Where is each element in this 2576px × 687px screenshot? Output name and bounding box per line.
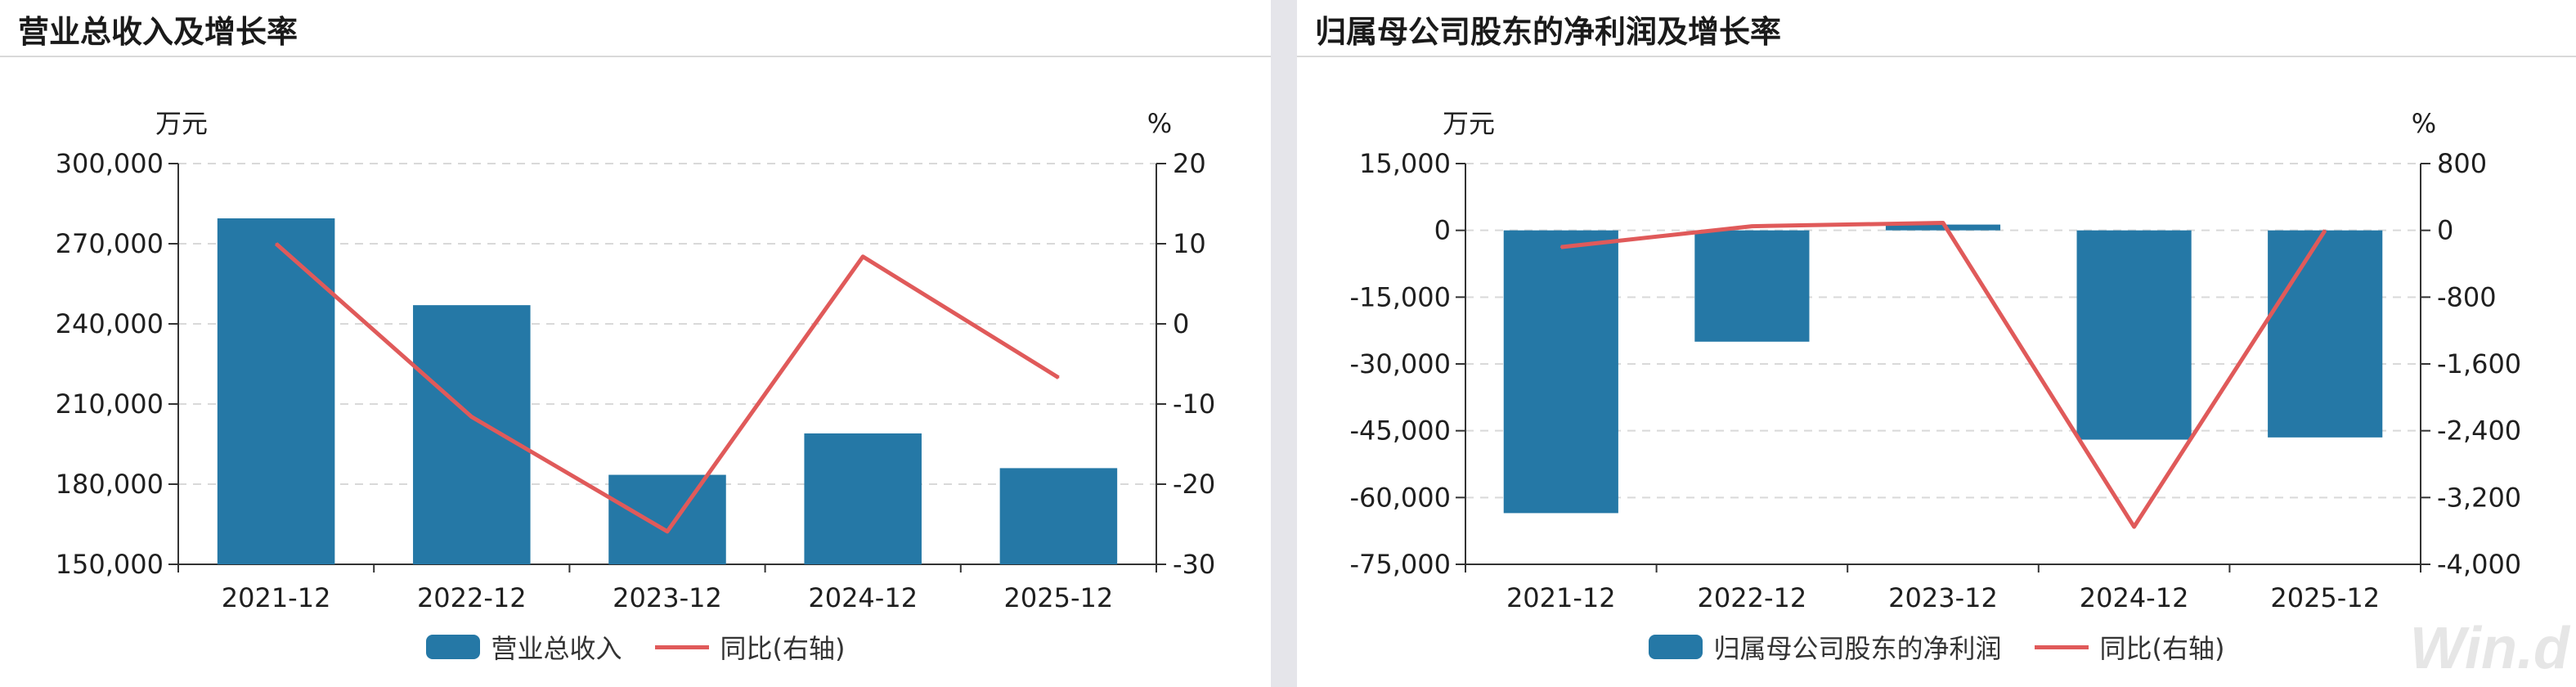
right-tick-label: 20 xyxy=(1173,148,1206,179)
legend-line-label: 同比(右轴) xyxy=(720,633,846,664)
yoy-point-2022-12 xyxy=(1751,225,1753,227)
title-divider xyxy=(1297,56,2576,57)
legend-bar-label: 营业总收入 xyxy=(491,633,622,664)
legend-bar-label: 归属母公司股东的净利润 xyxy=(1713,633,2002,664)
right-tick-label: 10 xyxy=(1173,228,1206,259)
x-tick-label: 2024-12 xyxy=(2080,582,2189,613)
chart-title: 营业总收入及增长率 xyxy=(18,14,298,50)
legend-item-line[interactable]: 同比(右轴) xyxy=(654,628,846,666)
x-tick-label: 2023-12 xyxy=(1888,582,1998,613)
x-tick-label: 2022-12 xyxy=(1698,582,1807,613)
line-swatch-icon xyxy=(654,644,709,649)
x-tick-label: 2025-12 xyxy=(2270,582,2380,613)
net-profit-chart-plot: 万元 % -75,000 -60,000 -45,000 -30,000 -15,000… xyxy=(1349,108,2521,613)
bar-2025-12 xyxy=(2268,230,2383,438)
legend-item-bar[interactable]: 归属母公司股东的净利润 xyxy=(1648,628,2002,666)
bar-2022-12 xyxy=(1694,230,1810,342)
panel-divider xyxy=(1271,0,1297,687)
right-tick-label: 0 xyxy=(1173,308,1189,339)
right-tick-label: -3,200 xyxy=(2437,482,2521,513)
left-tick-label: 150,000 xyxy=(56,549,164,580)
revenue-chart-plot: 万元 % 150,000 180,000 210,000 240,000 270,000… xyxy=(56,108,1216,613)
bar-2023-12 xyxy=(608,474,726,564)
left-tick-label: 210,000 xyxy=(56,388,164,420)
line-swatch-icon xyxy=(2034,644,2089,649)
net-profit-chart-panel: 归属母公司股东的净利润及增长率 万元 % -75,000 -60,000 -45,0… xyxy=(1297,0,2576,687)
legend-item-line[interactable]: 同比(右轴) xyxy=(2034,628,2225,666)
left-axis-unit: 万元 xyxy=(1443,108,1495,139)
x-tick-label: 2022-12 xyxy=(417,582,527,613)
chart-legend: 归属母公司股东的净利润 同比(右轴) xyxy=(1297,628,2576,666)
chart-title: 归属母公司股东的净利润及增长率 xyxy=(1315,14,1782,50)
right-tick-label: -800 xyxy=(2437,281,2497,312)
left-tick-label: 240,000 xyxy=(56,308,164,339)
x-tick-label: 2024-12 xyxy=(808,582,918,613)
yoy-point-2024-12 xyxy=(862,255,864,258)
bar-2022-12 xyxy=(413,305,531,564)
right-tick-label: -30 xyxy=(1173,549,1215,580)
yoy-point-2023-12 xyxy=(1942,222,1944,224)
legend-item-bar[interactable]: 营业总收入 xyxy=(425,628,622,666)
bar-2021-12 xyxy=(1503,230,1618,514)
right-tick-label: 0 xyxy=(2437,215,2453,246)
x-tick-label: 2023-12 xyxy=(613,582,722,613)
left-tick-label: -15,000 xyxy=(1349,281,1451,312)
legend-line-label: 同比(右轴) xyxy=(2099,633,2225,664)
right-tick-label: -1,600 xyxy=(2437,348,2521,379)
left-tick-label: -60,000 xyxy=(1349,482,1451,513)
right-tick-label: -20 xyxy=(1173,469,1215,500)
bar-swatch-icon xyxy=(1648,635,1703,659)
x-tick-label: 2021-12 xyxy=(1506,582,1616,613)
bar-2024-12 xyxy=(804,433,922,564)
left-tick-label: -30,000 xyxy=(1349,348,1451,379)
chart-legend: 营业总收入 同比(右轴) xyxy=(0,628,1271,666)
right-axis-unit: % xyxy=(1147,108,1172,139)
left-axis-unit: 万元 xyxy=(155,108,208,139)
left-tick-label: 300,000 xyxy=(56,148,164,179)
yoy-point-2025-12 xyxy=(1057,376,1060,379)
left-tick-label: -45,000 xyxy=(1349,415,1451,447)
bar-2024-12 xyxy=(2076,230,2192,440)
right-tick-label: 800 xyxy=(2437,148,2487,179)
left-tick-label: 180,000 xyxy=(56,469,164,500)
bar-2023-12 xyxy=(1885,224,2001,231)
bar-2025-12 xyxy=(999,468,1118,564)
bar-swatch-icon xyxy=(425,635,480,659)
yoy-point-2022-12 xyxy=(470,415,473,418)
yoy-point-2021-12 xyxy=(1560,246,1562,249)
right-axis-unit: % xyxy=(2412,108,2436,139)
yoy-point-2025-12 xyxy=(2324,229,2327,231)
x-tick-label: 2025-12 xyxy=(1004,582,1114,613)
left-tick-label: 15,000 xyxy=(1359,148,1451,179)
title-divider xyxy=(0,56,1271,57)
yoy-point-2021-12 xyxy=(275,243,277,245)
yoy-point-2023-12 xyxy=(666,530,668,532)
right-tick-label: -2,400 xyxy=(2437,415,2521,447)
right-tick-label: -10 xyxy=(1173,388,1215,420)
right-tick-label: -4,000 xyxy=(2437,549,2521,580)
revenue-chart-panel: 营业总收入及增长率 万元 % 150,000 180,000 210,000 240,… xyxy=(0,0,1271,687)
wind-watermark: Win.d xyxy=(2409,616,2569,681)
left-tick-label: 0 xyxy=(1434,215,1451,246)
left-tick-label: -75,000 xyxy=(1349,549,1451,580)
bar-2021-12 xyxy=(217,218,335,564)
yoy-growth-line xyxy=(1560,221,2327,529)
yoy-point-2024-12 xyxy=(2133,526,2135,528)
x-tick-label: 2021-12 xyxy=(222,582,331,613)
left-tick-label: 270,000 xyxy=(56,228,164,259)
